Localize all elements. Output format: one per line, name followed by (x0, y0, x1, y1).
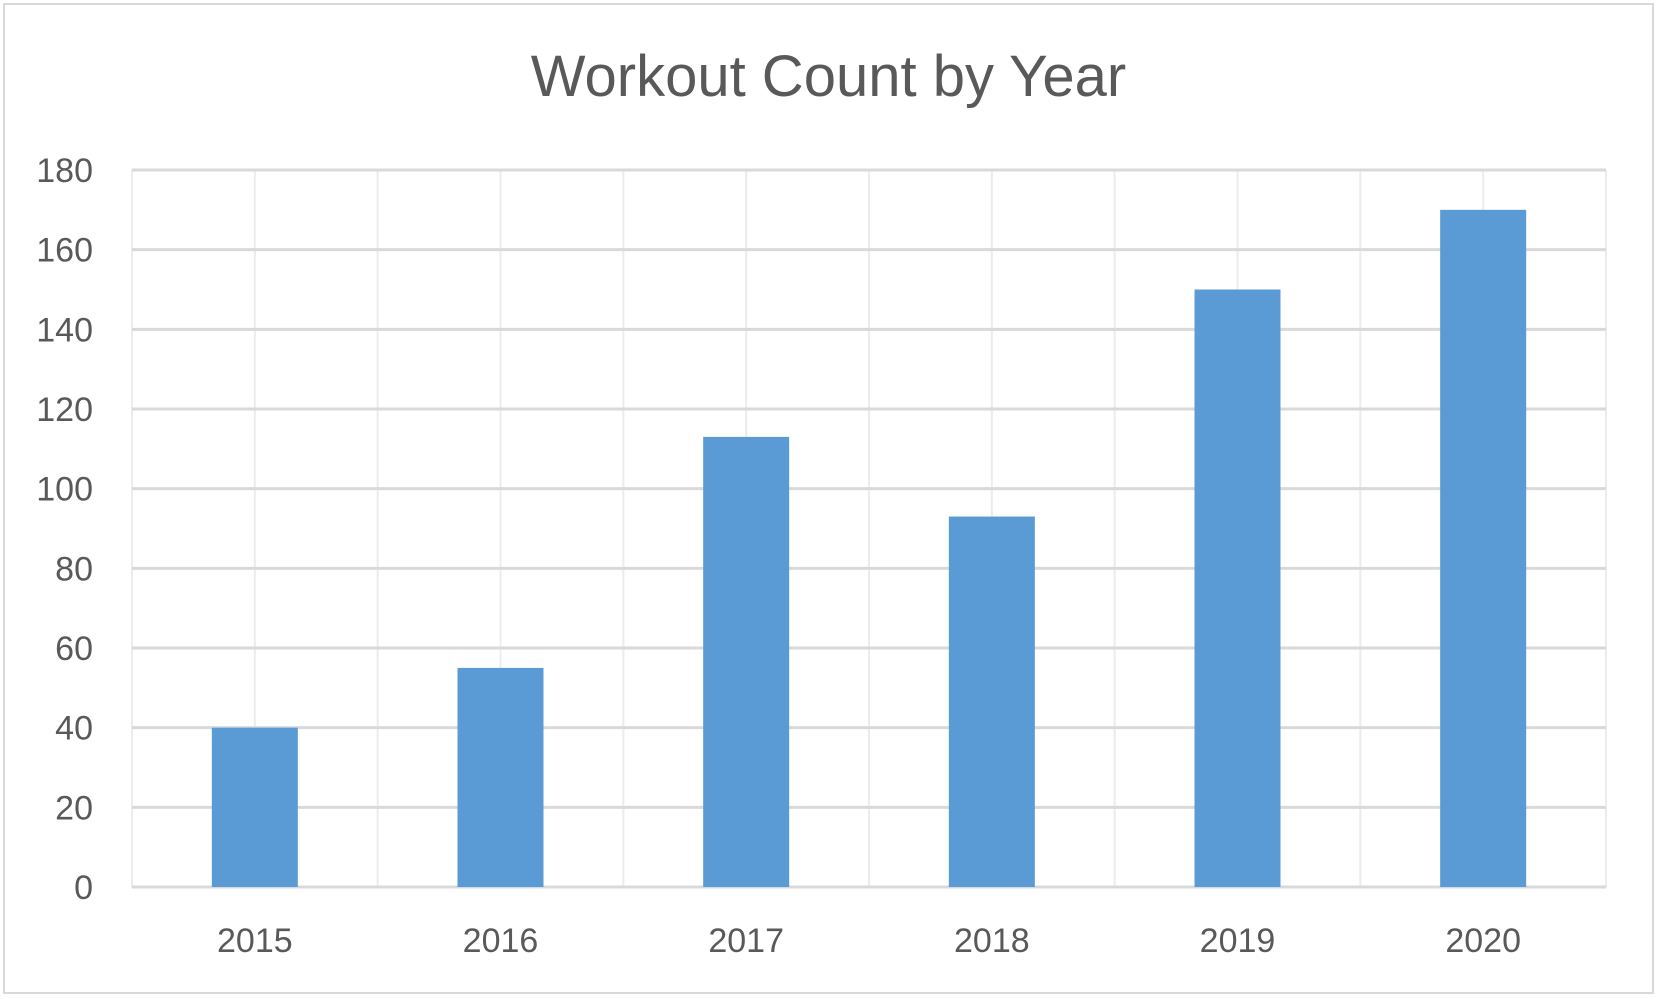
grid-layer (131, 168, 1607, 889)
bar-2017 (703, 436, 790, 887)
x-tick-label: 2017 (708, 922, 784, 960)
y-tick-label: 0 (74, 869, 93, 907)
y-tick-label: 60 (55, 630, 93, 668)
y-tick-label: 20 (55, 789, 93, 827)
bar-2020 (1440, 209, 1527, 888)
y-tick-label: 160 (36, 232, 93, 270)
bar-layer (211, 209, 1527, 888)
chart-title: Workout Count by Year (530, 44, 1127, 109)
x-tick-label: 2015 (217, 922, 293, 960)
y-tick-label: 120 (36, 391, 93, 429)
y-tick-label: 180 (36, 152, 93, 190)
y-tick-label: 40 (55, 710, 93, 748)
x-tick-label: 2016 (463, 922, 539, 960)
bar-2018 (948, 516, 1035, 887)
y-tick-label: 80 (55, 550, 93, 588)
y-axis-ticks: 0 20 40 60 80 100 120 140 160 180 (36, 152, 93, 907)
x-tick-label: 2020 (1445, 922, 1521, 960)
bar-2016 (457, 667, 544, 887)
y-tick-label: 100 (36, 471, 93, 509)
bar-2019 (1194, 289, 1281, 887)
bar-2015 (211, 727, 298, 887)
x-axis-ticks: 2015 2016 2017 2018 2019 2020 (217, 922, 1521, 960)
y-tick-label: 140 (36, 311, 93, 349)
x-tick-label: 2018 (954, 922, 1030, 960)
x-tick-label: 2019 (1200, 922, 1276, 960)
